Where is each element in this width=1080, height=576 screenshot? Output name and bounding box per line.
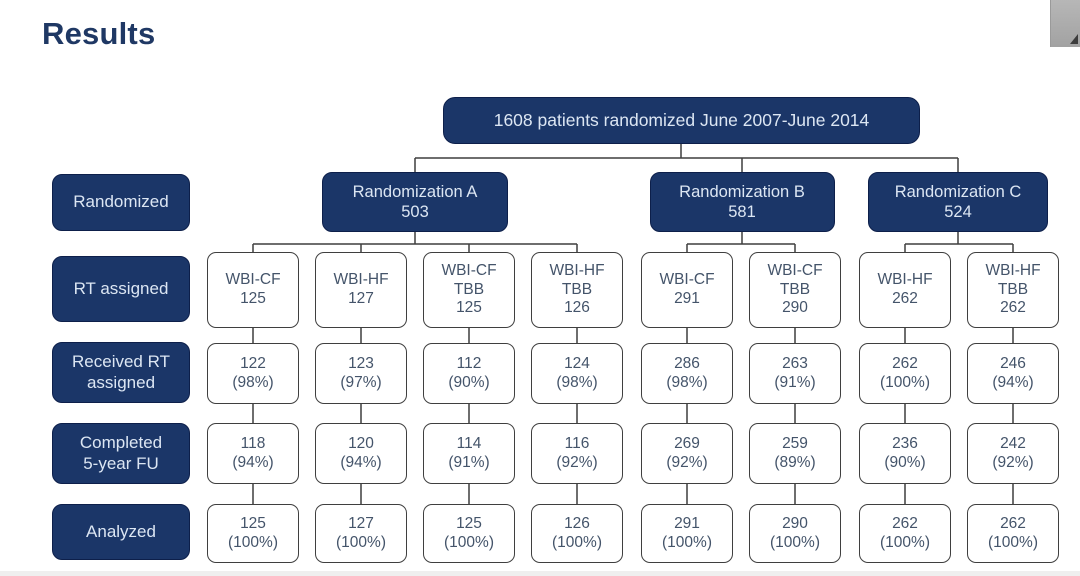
- arm0-completed-box: 118 (94%): [207, 423, 299, 484]
- arm3-completed-box: 116 (92%): [531, 423, 623, 484]
- page-title: Results: [42, 16, 156, 51]
- arm0-assigned-box: WBI-CF 125: [207, 252, 299, 328]
- arm6-completed-box: 236 (90%): [859, 423, 951, 484]
- arm7-completed-box: 242 (92%): [967, 423, 1059, 484]
- arm6-received-box: 262 (100%): [859, 343, 951, 404]
- root-box: 1608 patients randomized June 2007-June …: [443, 97, 920, 144]
- arm0-analyzed-box: 125 (100%): [207, 504, 299, 563]
- corner-triangle-icon: [1070, 34, 1078, 44]
- arm3-analyzed-box: 126 (100%): [531, 504, 623, 563]
- arm5-analyzed-box: 290 (100%): [749, 504, 841, 563]
- arm1-received-box: 123 (97%): [315, 343, 407, 404]
- arm3-received-box: 124 (98%): [531, 343, 623, 404]
- randomization-box-2: Randomization C 524: [868, 172, 1048, 232]
- arm6-assigned-box: WBI-HF 262: [859, 252, 951, 328]
- arm4-assigned-box: WBI-CF 291: [641, 252, 733, 328]
- arm5-received-box: 263 (91%): [749, 343, 841, 404]
- arm7-assigned-box: WBI-HF TBB 262: [967, 252, 1059, 328]
- arm4-received-box: 286 (98%): [641, 343, 733, 404]
- arm2-received-box: 112 (90%): [423, 343, 515, 404]
- row-label-2: Received RT assigned: [52, 342, 190, 403]
- arm1-completed-box: 120 (94%): [315, 423, 407, 484]
- arm2-analyzed-box: 125 (100%): [423, 504, 515, 563]
- row-label-0: Randomized: [52, 174, 190, 231]
- arm7-analyzed-box: 262 (100%): [967, 504, 1059, 563]
- arm0-received-box: 122 (98%): [207, 343, 299, 404]
- arm2-completed-box: 114 (91%): [423, 423, 515, 484]
- row-label-1: RT assigned: [52, 256, 190, 322]
- randomization-box-0: Randomization A 503: [322, 172, 508, 232]
- corner-overlay-artifact: [1050, 0, 1080, 47]
- arm7-received-box: 246 (94%): [967, 343, 1059, 404]
- arm1-assigned-box: WBI-HF 127: [315, 252, 407, 328]
- arm6-analyzed-box: 262 (100%): [859, 504, 951, 563]
- arm2-assigned-box: WBI-CF TBB 125: [423, 252, 515, 328]
- randomization-box-1: Randomization B 581: [649, 172, 835, 232]
- row-label-4: Analyzed: [52, 504, 190, 560]
- arm5-completed-box: 259 (89%): [749, 423, 841, 484]
- slide-bottom-edge: [0, 571, 1080, 576]
- row-label-3: Completed 5-year FU: [52, 423, 190, 484]
- arm4-completed-box: 269 (92%): [641, 423, 733, 484]
- arm4-analyzed-box: 291 (100%): [641, 504, 733, 563]
- arm1-analyzed-box: 127 (100%): [315, 504, 407, 563]
- arm5-assigned-box: WBI-CF TBB 290: [749, 252, 841, 328]
- arm3-assigned-box: WBI-HF TBB 126: [531, 252, 623, 328]
